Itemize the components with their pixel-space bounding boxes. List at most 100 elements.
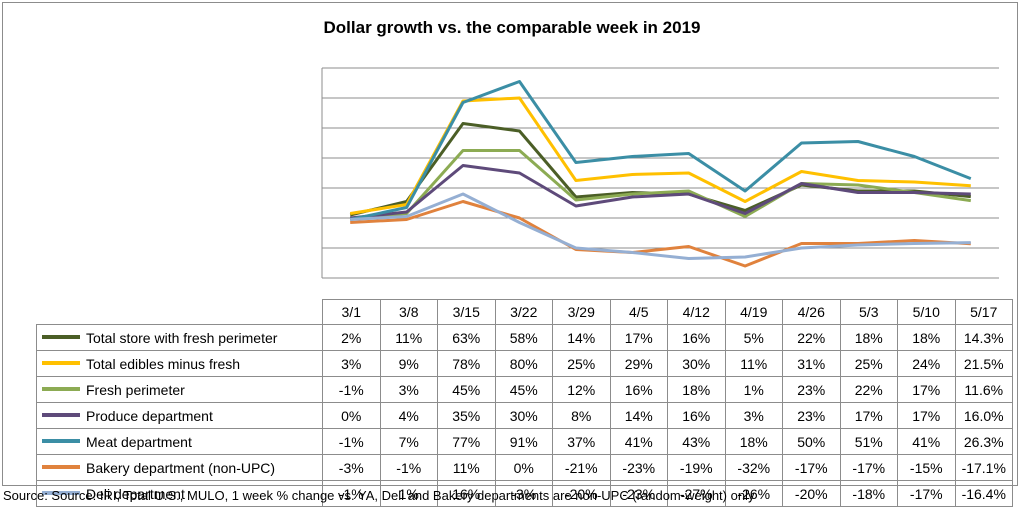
data-label: -21% — [552, 454, 611, 481]
data-label: 3% — [724, 402, 783, 429]
legend-label: Bakery department (non-UPC) — [86, 459, 276, 476]
data-label: 1% — [379, 480, 438, 507]
data-label: 11.6% — [954, 376, 1013, 403]
x-tick-label: 5/3 — [839, 299, 898, 325]
data-label: 45% — [437, 376, 496, 403]
data-label: 21.5% — [954, 350, 1013, 377]
legend-label: Fresh perimeter — [86, 381, 185, 398]
x-tick-label: 3/1 — [322, 299, 381, 325]
line-chart — [321, 67, 999, 279]
data-label: 30% — [494, 402, 553, 429]
data-label: -26% — [724, 480, 783, 507]
data-label: -18% — [839, 480, 898, 507]
data-label: 17% — [897, 376, 956, 403]
data-label: 17% — [609, 324, 668, 351]
data-label: 51% — [839, 428, 898, 455]
data-label: 11% — [724, 350, 783, 377]
legend-swatch — [42, 334, 80, 339]
data-label: 37% — [552, 428, 611, 455]
data-label: -23% — [609, 454, 668, 481]
data-label: -15% — [897, 454, 956, 481]
axes — [321, 68, 999, 279]
data-label: 45% — [494, 376, 553, 403]
source-note: Source: Source: IRI, Total U.S., MULO, 1… — [3, 488, 755, 503]
legend-entry: Bakery department (non-UPC) — [36, 454, 323, 481]
data-label: -17.1% — [954, 454, 1013, 481]
data-label: 0% — [322, 402, 381, 429]
data-label: 7% — [379, 428, 438, 455]
data-label: 25% — [552, 350, 611, 377]
x-tick-label: 4/19 — [724, 299, 783, 325]
data-label: 22% — [782, 324, 841, 351]
data-label: 16% — [667, 402, 726, 429]
data-label: 80% — [494, 350, 553, 377]
data-label: -1% — [322, 428, 381, 455]
data-label: 12% — [552, 376, 611, 403]
data-label: 23% — [782, 376, 841, 403]
data-label: 77% — [437, 428, 496, 455]
data-label: 41% — [609, 428, 668, 455]
data-label: 30% — [667, 350, 726, 377]
data-label: 1% — [724, 376, 783, 403]
data-label: -3% — [494, 480, 553, 507]
data-label: -23% — [609, 480, 668, 507]
data-label: 23% — [782, 402, 841, 429]
legend-label: Meat department — [86, 433, 192, 450]
table-row: Meat department -1% 7% 77% 91% 37% 41% 43% 18% 50… — [36, 428, 1013, 455]
gridlines — [322, 67, 999, 249]
data-label: -17% — [897, 480, 956, 507]
data-label: 18% — [897, 324, 956, 351]
table-row: Produce department 0% 4% 35% 30% 8% 14% 16% 3% 23… — [36, 402, 1013, 429]
table-row: Total edibles minus fresh 3% 9% 78% 80% 25% 29… — [36, 350, 1013, 377]
data-label: -3% — [322, 454, 381, 481]
legend-label: Total edibles minus fresh — [86, 355, 241, 372]
data-label: -1% — [322, 480, 381, 507]
legend-swatch — [42, 412, 80, 417]
data-label: 91% — [494, 428, 553, 455]
data-label: -17% — [782, 454, 841, 481]
data-label: -17% — [839, 454, 898, 481]
data-label: 50% — [782, 428, 841, 455]
data-label: 14% — [609, 402, 668, 429]
data-label: 2% — [322, 324, 381, 351]
x-tick-label: 5/10 — [897, 299, 956, 325]
data-label: -1% — [322, 376, 381, 403]
data-table: 3/1 3/8 3/15 3/22 3/29 4/5 4/12 4/19 4/26 5/3 5/10… — [36, 299, 1013, 507]
data-label: 14% — [552, 324, 611, 351]
data-label: 16.0% — [954, 402, 1013, 429]
table-header-row: 3/1 3/8 3/15 3/22 3/29 4/5 4/12 4/19 4/26 5/3 5/10… — [37, 299, 1013, 325]
x-tick-label: 3/8 — [379, 299, 438, 325]
table-row: Fresh perimeter -1% 3% 45% 45% 12% 16% 18% 1% 23%… — [36, 376, 1013, 403]
legend-swatch — [42, 386, 80, 391]
legend-label: Deli department — [86, 485, 185, 502]
series-line-4 — [349, 80, 972, 221]
data-label: 22% — [839, 376, 898, 403]
series-line-6 — [350, 192, 971, 260]
legend-label: Total store with fresh perimeter — [86, 329, 278, 346]
legend-entry: Total store with fresh perimeter — [36, 324, 323, 351]
data-label: 26.3% — [954, 428, 1013, 455]
data-label: -32% — [724, 454, 783, 481]
legend-swatch — [42, 490, 80, 495]
chart-title: Dollar growth vs. the comparable week in… — [323, 18, 701, 37]
data-label: 16% — [609, 376, 668, 403]
table-row: Total store with fresh perimeter 2% 11% 63%… — [36, 324, 1013, 351]
data-label: 18% — [839, 324, 898, 351]
x-tick-label: 3/29 — [552, 299, 611, 325]
data-label: -19% — [667, 454, 726, 481]
data-label: -20% — [782, 480, 841, 507]
data-label: 16% — [667, 324, 726, 351]
x-tick-label: 4/12 — [667, 299, 726, 325]
data-label: 25% — [839, 350, 898, 377]
data-label: 18% — [667, 376, 726, 403]
data-label: -20% — [552, 480, 611, 507]
data-label: 3% — [379, 376, 438, 403]
data-label: -1% — [379, 454, 438, 481]
data-label: 17% — [897, 402, 956, 429]
x-tick-label: 4/26 — [782, 299, 841, 325]
data-label: 14.3% — [954, 324, 1013, 351]
x-tick-label: 3/15 — [437, 299, 496, 325]
data-label: 31% — [782, 350, 841, 377]
table-corner — [37, 300, 323, 325]
table-row: Deli department -1% 1% 16% -3% -20% -23% -27% -2… — [36, 480, 1013, 507]
